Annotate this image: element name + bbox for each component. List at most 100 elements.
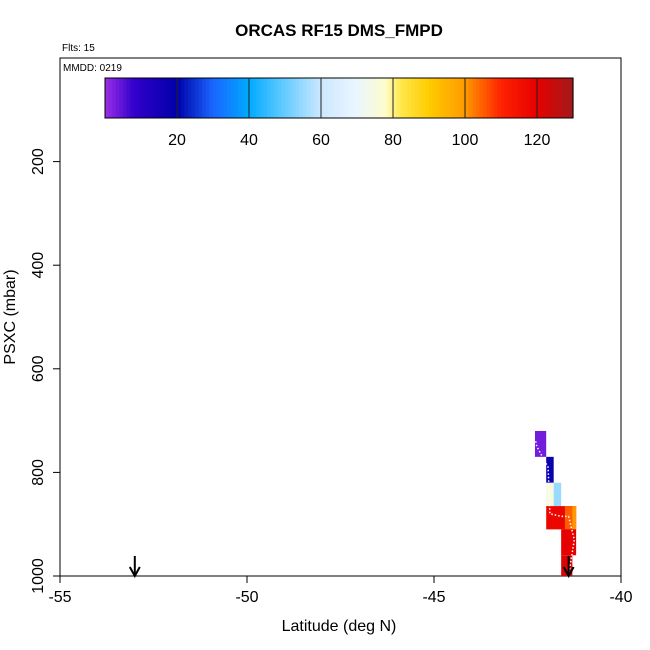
- data-cell: [546, 456, 554, 483]
- colorbar-segment: [195, 78, 200, 118]
- arrow-head: [562, 566, 575, 579]
- colorbar-segment: [119, 78, 124, 118]
- colorbar-segment: [231, 78, 236, 118]
- colorbar-segment: [486, 78, 491, 118]
- colorbar-tick-label: 80: [384, 132, 402, 149]
- x-tick-label: -55: [48, 589, 71, 606]
- colorbar-segment: [454, 78, 459, 118]
- colorbar-segment: [533, 78, 538, 118]
- plot-frame: [59, 57, 622, 577]
- colorbar-segment: [295, 78, 300, 118]
- y-tick-label: 800: [30, 459, 47, 486]
- colorbar-segment: [303, 78, 308, 118]
- colorbar-segment: [220, 78, 225, 118]
- colorbar-segment: [281, 78, 286, 118]
- colorbar-segment: [288, 78, 293, 118]
- colorbar-segment: [443, 78, 448, 118]
- colorbar-segment: [371, 78, 376, 118]
- colorbar-segment: [357, 78, 362, 118]
- colorbar-tick-label: 40: [240, 132, 258, 149]
- colorbar-segment: [187, 78, 192, 118]
- colorbar-segment: [306, 78, 311, 118]
- data-cell: [561, 555, 573, 576]
- flight-track: [534, 441, 576, 577]
- colorbar-segment: [562, 78, 567, 118]
- colorbar-segment: [346, 78, 351, 118]
- x-axis-label: Latitude (deg N): [282, 618, 397, 635]
- colorbar-segment: [270, 78, 275, 118]
- colorbar-segment: [108, 78, 113, 118]
- colorbar-segment: [526, 78, 531, 118]
- colorbar-segment: [155, 78, 160, 118]
- colorbar-segment: [151, 78, 156, 118]
- colorbar-segment: [177, 78, 182, 118]
- colorbar-segment: [317, 78, 322, 118]
- colorbar-segment: [137, 78, 142, 118]
- colorbar-segment: [367, 78, 372, 118]
- colorbar-segment: [508, 78, 513, 118]
- colorbar-segment: [421, 78, 426, 118]
- colorbar-segment: [274, 78, 279, 118]
- colorbar-segment: [457, 78, 462, 118]
- colorbar-segment: [389, 78, 394, 118]
- colorbar-segment: [198, 78, 203, 118]
- colorbar-segment: [529, 78, 534, 118]
- colorbar-segment: [540, 78, 545, 118]
- colorbar-segment: [569, 78, 574, 118]
- data-cells: [534, 430, 577, 576]
- colorbar-segment: [234, 78, 239, 118]
- colorbar-segment: [205, 78, 210, 118]
- colorbar-segment: [483, 78, 488, 118]
- colorbar-tick-label: 20: [168, 132, 186, 149]
- colorbar-segment: [216, 78, 221, 118]
- colorbar-segment: [292, 78, 297, 118]
- y-tick-label: 200: [30, 148, 47, 175]
- colorbar-segment: [436, 78, 441, 118]
- colorbar-segment: [439, 78, 444, 118]
- colorbar-segment: [382, 78, 387, 118]
- colorbar-segment: [241, 78, 246, 118]
- colorbar-segment: [324, 78, 329, 118]
- colorbar-segment: [425, 78, 430, 118]
- colorbar-segment: [148, 78, 153, 118]
- data-cell: [534, 430, 547, 457]
- arrows: [128, 556, 575, 579]
- colorbar-segment: [544, 78, 549, 118]
- colorbar-segment: [522, 78, 527, 118]
- x-tick-label: -50: [235, 589, 258, 606]
- colorbar-segment: [429, 78, 434, 118]
- colorbar-segment: [519, 78, 524, 118]
- colorbar-segment: [468, 78, 473, 118]
- colorbar-segment: [328, 78, 333, 118]
- colorbar-segment: [342, 78, 347, 118]
- colorbar-segment: [169, 78, 174, 118]
- colorbar-segment: [403, 78, 408, 118]
- colorbar-segment: [465, 78, 470, 118]
- colorbar-segment: [407, 78, 412, 118]
- colorbar-segment: [515, 78, 520, 118]
- colorbar-segment: [123, 78, 128, 118]
- y-tick-label: 1000: [30, 558, 47, 594]
- y-axis: 200 400 600 800 1000: [30, 148, 60, 594]
- colorbar-segment: [547, 78, 552, 118]
- colorbar-segment: [115, 78, 120, 118]
- colorbar-segment: [414, 78, 419, 118]
- colorbar-segment: [475, 78, 480, 118]
- colorbar-segment: [493, 78, 498, 118]
- colorbar-segment: [501, 78, 506, 118]
- colorbar-segment: [393, 78, 398, 118]
- colorbar-segment: [256, 78, 261, 118]
- colorbar-segment: [364, 78, 369, 118]
- colorbar-segment: [335, 78, 340, 118]
- x-tick-label: -45: [422, 589, 445, 606]
- chart-title: ORCAS RF15 DMS_FMPD: [235, 21, 443, 40]
- colorbar-segment: [130, 78, 135, 118]
- date-label: MMDD: 0219: [63, 63, 122, 74]
- colorbar-segment: [191, 78, 196, 118]
- colorbar-segment: [331, 78, 336, 118]
- colorbar-segment: [133, 78, 138, 118]
- colorbar-frame: [104, 77, 574, 119]
- colorbar-segment: [310, 78, 315, 118]
- colorbar-segment: [202, 78, 207, 118]
